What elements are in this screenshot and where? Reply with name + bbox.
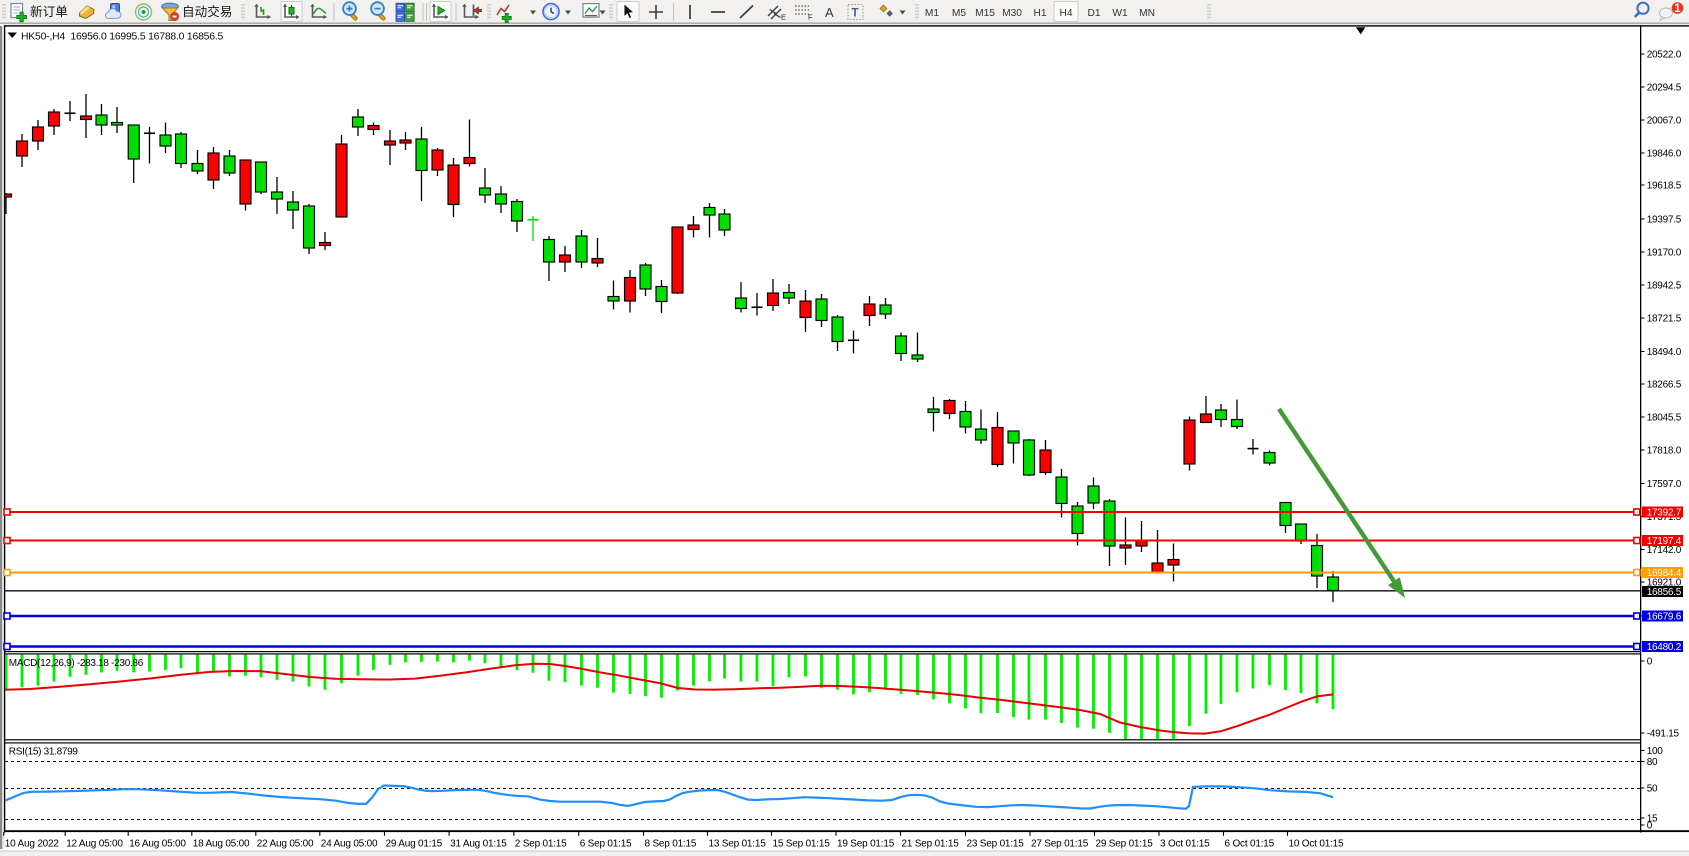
svg-text:18494.0: 18494.0: [1647, 347, 1682, 358]
svg-text:19618.5: 19618.5: [1647, 181, 1682, 192]
svg-text:HK50-,H4 16956.0 16995.5 1678: HK50-,H4 16956.0 16995.5 16788.0 16856.5: [21, 31, 224, 42]
svg-text:A: A: [825, 5, 834, 20]
svg-text:16 Aug 05:00: 16 Aug 05:00: [129, 838, 186, 849]
svg-text:RSI(15) 31.8799: RSI(15) 31.8799: [9, 747, 79, 758]
svg-text:10 Aug 2022: 10 Aug 2022: [5, 838, 60, 849]
svg-text:-491.15: -491.15: [1647, 729, 1680, 740]
svg-text:D1: D1: [1087, 8, 1100, 19]
svg-text:F: F: [808, 13, 813, 22]
svg-text:H4: H4: [1059, 8, 1072, 19]
svg-text:自动交易: 自动交易: [182, 4, 232, 19]
svg-text:3 Oct 01:15: 3 Oct 01:15: [1160, 838, 1210, 849]
svg-text:17197.4: 17197.4: [1647, 536, 1682, 547]
svg-text:27 Sep 01:15: 27 Sep 01:15: [1031, 838, 1089, 849]
svg-text:16921.0: 16921.0: [1647, 578, 1682, 589]
svg-text:16984.4: 16984.4: [1647, 568, 1682, 579]
svg-text:M15: M15: [975, 8, 995, 19]
svg-text:E: E: [781, 13, 786, 22]
svg-text:H1: H1: [1033, 8, 1046, 19]
svg-text:20067.0: 20067.0: [1647, 116, 1682, 127]
svg-text:100: 100: [1647, 746, 1664, 757]
svg-text:50: 50: [1647, 784, 1658, 795]
svg-text:6 Oct 01:15: 6 Oct 01:15: [1225, 838, 1275, 849]
svg-text:19397.5: 19397.5: [1647, 215, 1682, 226]
svg-text:18721.5: 18721.5: [1647, 314, 1682, 325]
svg-text:17142.0: 17142.0: [1647, 545, 1682, 556]
svg-text:18 Aug 05:00: 18 Aug 05:00: [193, 838, 250, 849]
svg-text:15: 15: [1647, 814, 1658, 825]
svg-text:MN: MN: [1139, 8, 1155, 19]
svg-text:20522.0: 20522.0: [1647, 50, 1682, 61]
svg-text:22 Aug 05:00: 22 Aug 05:00: [257, 838, 314, 849]
svg-text:6 Sep 01:15: 6 Sep 01:15: [580, 838, 632, 849]
svg-text:18266.5: 18266.5: [1647, 380, 1682, 391]
svg-text:MACD(12,26,9) -283.18 -230.86: MACD(12,26,9) -283.18 -230.86: [9, 658, 144, 669]
svg-text:16856.5: 16856.5: [1647, 587, 1682, 598]
svg-text:15 Sep 01:15: 15 Sep 01:15: [773, 838, 831, 849]
svg-text:19170.0: 19170.0: [1647, 248, 1682, 259]
svg-text:18045.5: 18045.5: [1647, 413, 1682, 424]
svg-text:0: 0: [1647, 821, 1653, 832]
svg-text:2 Sep 01:15: 2 Sep 01:15: [515, 838, 567, 849]
svg-text:31 Aug 01:15: 31 Aug 01:15: [450, 838, 507, 849]
svg-text:17392.7: 17392.7: [1647, 508, 1682, 519]
svg-text:T: T: [852, 8, 859, 20]
svg-text:10 Oct 01:15: 10 Oct 01:15: [1289, 838, 1344, 849]
svg-text:16480.2: 16480.2: [1647, 642, 1682, 653]
svg-text:29 Aug 01:15: 29 Aug 01:15: [386, 838, 443, 849]
svg-text:13 Sep 01:15: 13 Sep 01:15: [709, 838, 767, 849]
svg-text:17818.0: 17818.0: [1647, 446, 1682, 457]
svg-text:12 Aug 05:00: 12 Aug 05:00: [66, 838, 123, 849]
svg-text:M5: M5: [952, 8, 966, 19]
svg-text:0: 0: [1647, 657, 1653, 668]
svg-text:80: 80: [1647, 757, 1658, 768]
svg-text:20294.5: 20294.5: [1647, 83, 1682, 94]
svg-text:16679.6: 16679.6: [1647, 612, 1682, 623]
svg-text:17597.0: 17597.0: [1647, 479, 1682, 490]
svg-text:18942.5: 18942.5: [1647, 281, 1682, 292]
svg-text:29 Sep 01:15: 29 Sep 01:15: [1096, 838, 1154, 849]
svg-text:19846.0: 19846.0: [1647, 149, 1682, 160]
svg-text:M1: M1: [925, 8, 939, 19]
svg-text:M30: M30: [1002, 8, 1022, 19]
svg-text:W1: W1: [1112, 8, 1128, 19]
svg-text:24 Aug 05:00: 24 Aug 05:00: [321, 838, 378, 849]
svg-text:21 Sep 01:15: 21 Sep 01:15: [902, 838, 960, 849]
svg-text:23 Sep 01:15: 23 Sep 01:15: [967, 838, 1025, 849]
svg-text:1: 1: [1674, 3, 1681, 15]
svg-text:19 Sep 01:15: 19 Sep 01:15: [837, 838, 895, 849]
svg-text:新订单: 新订单: [30, 4, 68, 19]
svg-text:8 Sep 01:15: 8 Sep 01:15: [645, 838, 697, 849]
